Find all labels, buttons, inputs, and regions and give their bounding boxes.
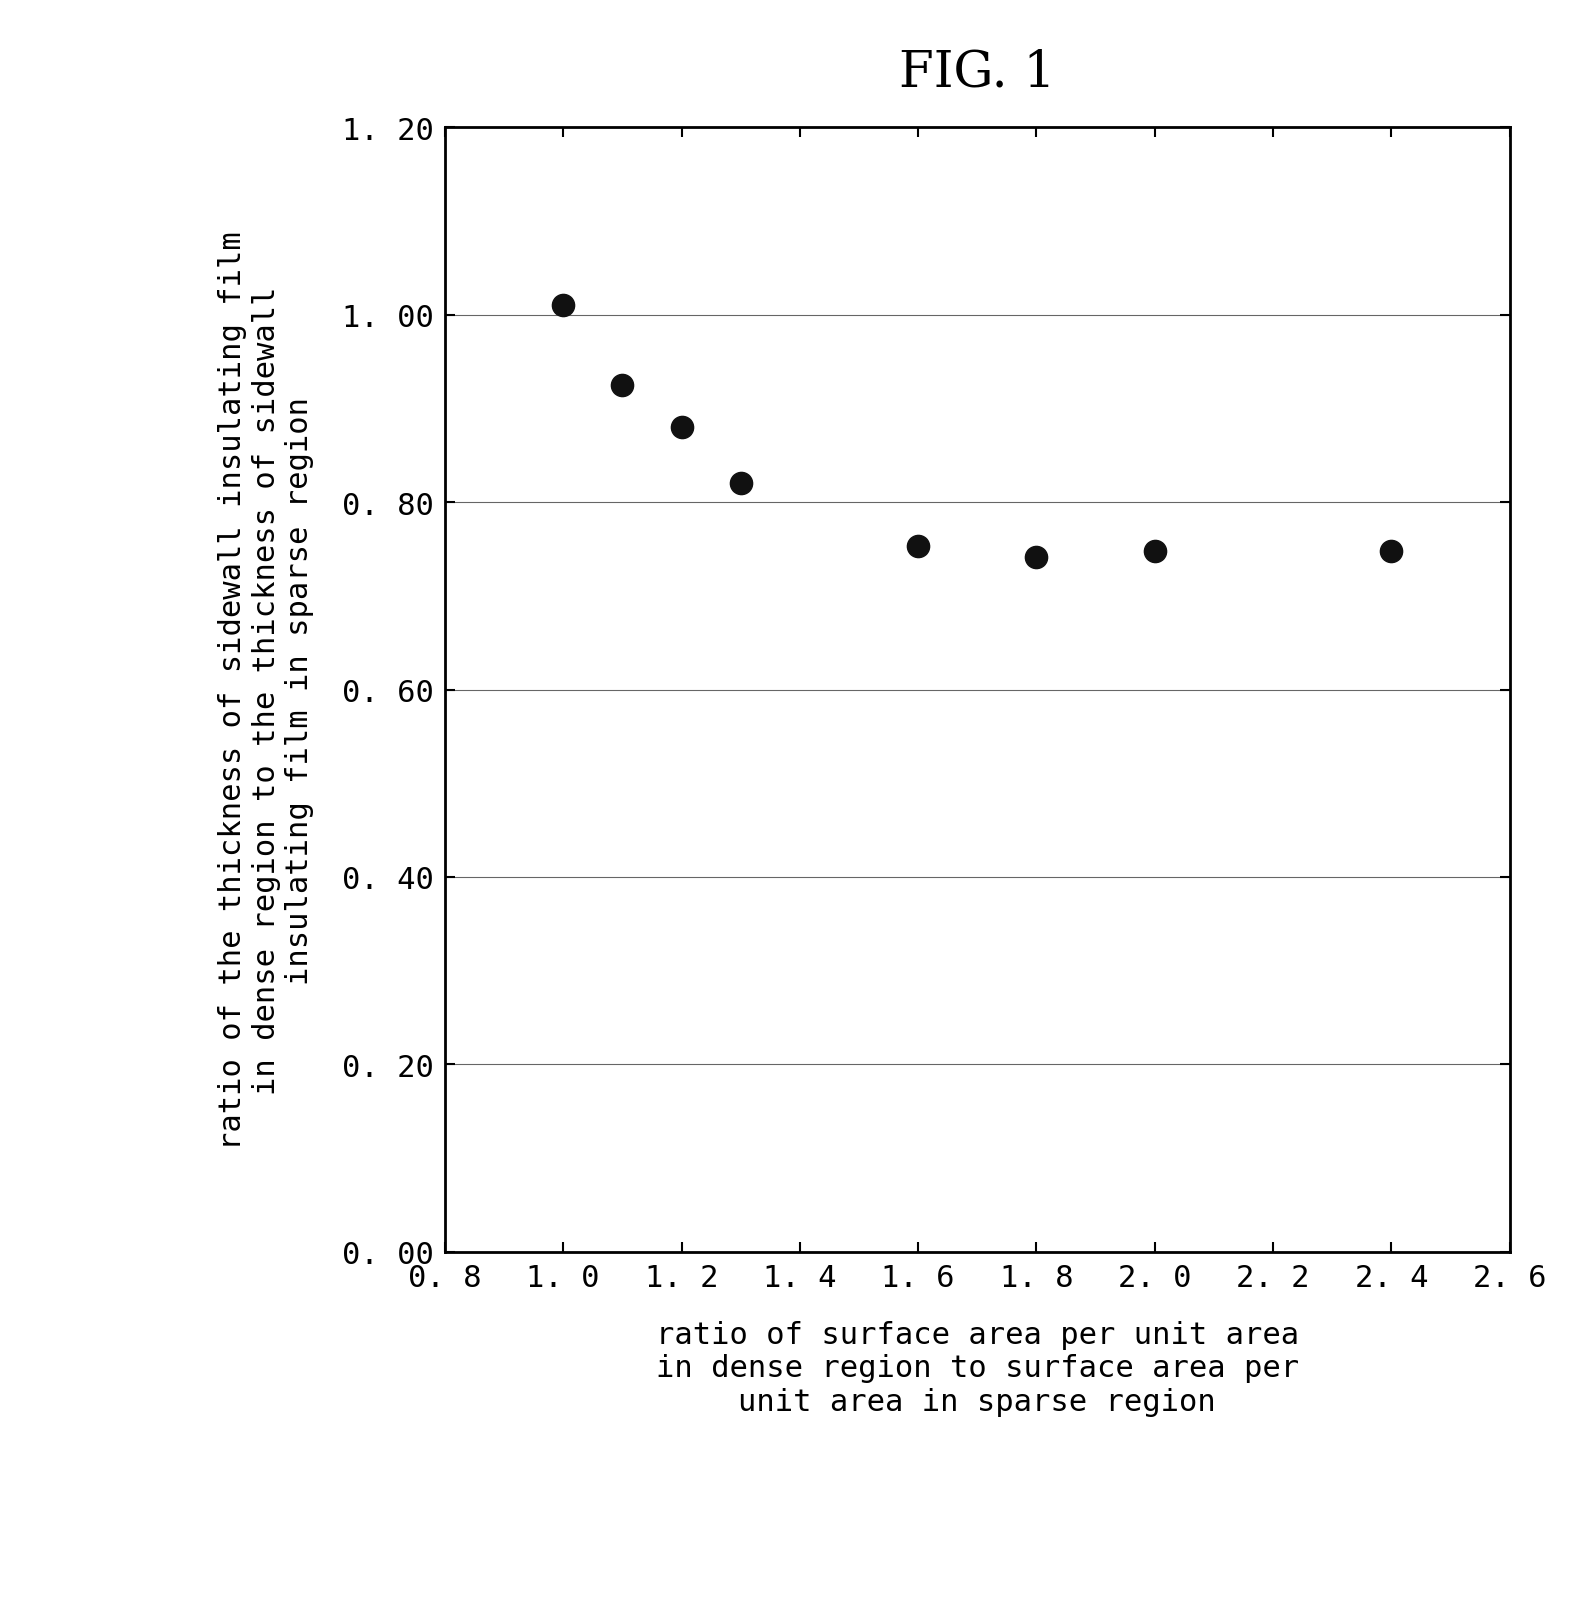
X-axis label: ratio of surface area per unit area
in dense region to surface area per
unit are: ratio of surface area per unit area in d… <box>656 1319 1298 1416</box>
Y-axis label: ratio of the thickness of sidewall insulating film
in dense region to the thickn: ratio of the thickness of sidewall insul… <box>218 231 315 1149</box>
Title: FIG. 1: FIG. 1 <box>899 48 1055 98</box>
